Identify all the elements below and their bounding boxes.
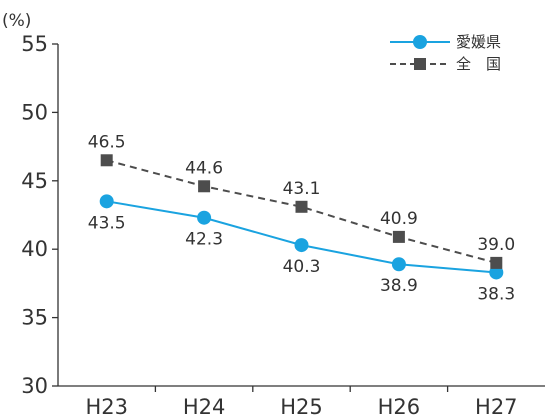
- y-tick-label: 30: [21, 374, 48, 398]
- data-label: 46.5: [88, 132, 126, 152]
- y-tick-label: 55: [21, 32, 48, 56]
- data-point-circle: [391, 257, 406, 272]
- x-tick-labels: H23 H24 H25 H26 H27: [85, 386, 518, 416]
- series-2: 46.5 44.6 43.1 40.9 39.0: [88, 132, 515, 269]
- x-tick-label: H25: [280, 395, 323, 416]
- x-tick-label: H23: [85, 395, 128, 416]
- y-tick-labels: 30 35 40 45 50 55: [21, 32, 58, 398]
- data-point-square: [295, 200, 308, 213]
- data-label: 40.9: [380, 209, 418, 229]
- series-1: 43.5 42.3 40.3 38.9 38.3: [88, 194, 515, 304]
- data-point-circle: [197, 210, 212, 225]
- x-tick-label: H26: [378, 395, 421, 416]
- legend-marker-square: [414, 58, 426, 70]
- series-layer: 43.5 42.3 40.3 38.9 38.3 46.5 44.6 43.1 40.9 39.0: [88, 132, 515, 304]
- y-tick-label: 50: [21, 100, 48, 124]
- data-point-circle: [294, 238, 309, 253]
- data-point-square: [392, 230, 405, 243]
- data-point-circle: [99, 194, 114, 209]
- x-tick-label: H24: [183, 395, 226, 416]
- data-point-square: [198, 180, 211, 193]
- data-label: 43.5: [88, 213, 126, 233]
- data-label: 44.6: [185, 158, 223, 178]
- y-tick-label: 35: [21, 306, 48, 330]
- data-point-square: [100, 154, 113, 167]
- y-tick-label: 45: [21, 169, 48, 193]
- x-tick-label: H27: [475, 395, 518, 416]
- legend-label: 全 国: [456, 55, 501, 73]
- legend-item: 全 国: [390, 55, 501, 73]
- legend-item: 愛媛県: [390, 33, 501, 51]
- y-tick-label: 40: [21, 237, 48, 261]
- data-label: 39.0: [477, 235, 515, 255]
- data-label: 42.3: [185, 230, 223, 250]
- data-point-circle: [489, 265, 504, 280]
- data-label: 38.9: [380, 276, 418, 296]
- y-axis-unit-label: (%): [2, 11, 31, 31]
- data-label: 40.3: [283, 257, 321, 277]
- data-point-square: [490, 256, 503, 269]
- legend-label: 愛媛県: [456, 33, 501, 51]
- data-label: 43.1: [283, 179, 321, 199]
- data-label: 38.3: [477, 284, 515, 304]
- legend-marker-circle: [413, 35, 427, 49]
